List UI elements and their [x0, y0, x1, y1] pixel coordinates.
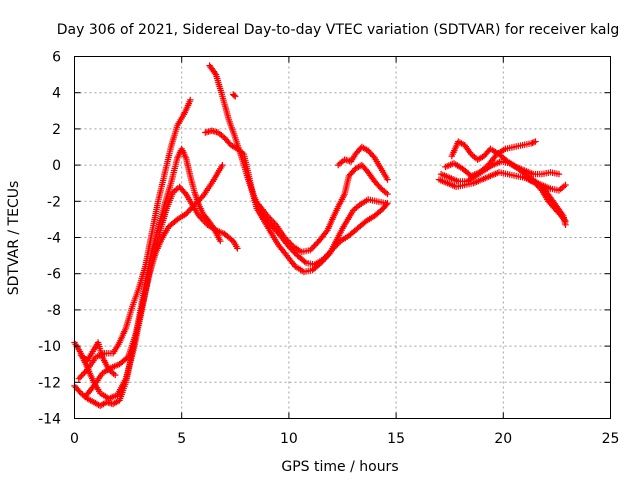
data-point: [312, 240, 320, 248]
data-point: [232, 93, 239, 100]
chart-title: Day 306 of 2021, Sidereal Day-to-day VTE…: [57, 22, 619, 38]
data-point: [323, 228, 330, 235]
data-point: [322, 255, 329, 262]
data-point: [281, 234, 288, 241]
x-axis-label: GPS time / hours: [281, 459, 398, 475]
data-point: [192, 200, 200, 207]
data-point: [78, 372, 85, 379]
data-point: [219, 161, 226, 169]
grid-layer: [74, 56, 611, 419]
series-arc-7: [202, 127, 389, 276]
y-tick-label: -2: [47, 194, 61, 210]
series-arc-10: [230, 91, 239, 100]
data-point: [320, 256, 328, 263]
data-point: [323, 253, 330, 260]
data-point: [187, 96, 194, 104]
data-point: [211, 69, 219, 77]
data-point: [191, 201, 198, 209]
data-point: [562, 181, 569, 189]
data-point: [197, 195, 204, 203]
x-tick-label: 10: [280, 431, 298, 447]
data-point: [532, 138, 539, 145]
x-tick-label: 0: [70, 431, 79, 447]
series-arc-8: [255, 161, 391, 256]
x-tick-label: 25: [602, 431, 620, 447]
y-tick-label: -14: [38, 412, 61, 428]
data-point: [270, 218, 277, 225]
data-point: [325, 252, 332, 259]
data-point: [268, 217, 275, 224]
data-point: [81, 369, 88, 376]
data-point: [370, 153, 377, 160]
data-point: [187, 206, 194, 213]
data-point: [231, 92, 238, 99]
series-arc-9: [335, 143, 391, 183]
y-axis-label: SDTVAR / TECUs: [6, 181, 22, 296]
data-point: [308, 245, 315, 252]
data-point: [182, 210, 190, 218]
y-tick-label: -10: [38, 339, 61, 355]
data-point: [307, 247, 314, 254]
data-point: [181, 189, 188, 196]
data-point: [383, 201, 390, 208]
series-arc-2: [71, 145, 224, 409]
data-point: [194, 198, 201, 206]
series-arc-15: [525, 176, 569, 225]
data-point: [561, 216, 568, 224]
data-point: [77, 374, 84, 381]
y-tick-label: 2: [52, 122, 61, 138]
data-layer: [71, 62, 569, 409]
y-tick-label: 6: [52, 50, 61, 66]
data-point: [188, 204, 195, 212]
data-point: [82, 367, 90, 375]
x-tick-label: 20: [494, 431, 512, 447]
data-point: [198, 194, 205, 201]
x-tick-label: 15: [387, 431, 405, 447]
data-point: [537, 185, 544, 193]
data-point: [265, 214, 273, 221]
data-point: [264, 212, 271, 219]
x-tick-label: 5: [177, 431, 186, 447]
data-point: [267, 215, 274, 222]
y-tick-label: 4: [52, 86, 61, 102]
data-point: [284, 237, 291, 244]
data-point: [282, 235, 290, 243]
data-point: [317, 259, 325, 266]
data-point: [209, 223, 216, 231]
series-arc-13: [448, 138, 563, 178]
data-point: [75, 375, 82, 382]
series-arc-12: [442, 138, 539, 180]
y-tick-label: -4: [47, 231, 61, 247]
data-point: [199, 217, 207, 224]
series-arc-3: [75, 96, 194, 382]
data-point: [76, 388, 83, 395]
data-point: [562, 218, 569, 225]
data-point: [184, 209, 191, 216]
y-tick-label: -6: [47, 267, 61, 283]
data-point: [319, 258, 326, 265]
data-point: [555, 170, 563, 178]
data-point: [285, 238, 293, 246]
data-point: [195, 197, 203, 204]
data-point: [217, 237, 224, 245]
y-tick-label: -12: [38, 375, 61, 391]
y-tick-label: -8: [47, 303, 61, 319]
data-point: [234, 245, 241, 252]
data-point: [311, 242, 318, 249]
data-point: [271, 220, 278, 227]
data-point: [198, 215, 205, 222]
data-point: [189, 203, 197, 210]
series-arc-14: [435, 169, 569, 194]
tick-layer: 0 5 10 15 20 25 -14 -12 -10 -8 -6 -4 -2 0 2 4 6: [38, 50, 619, 448]
data-point: [384, 176, 391, 183]
data-point: [112, 371, 119, 379]
data-point: [382, 199, 389, 207]
data-point: [376, 184, 383, 191]
y-tick-label: 0: [52, 158, 61, 174]
data-point: [301, 258, 308, 265]
data-point: [287, 240, 294, 247]
data-point: [384, 190, 391, 198]
series-arc-5: [77, 339, 119, 379]
